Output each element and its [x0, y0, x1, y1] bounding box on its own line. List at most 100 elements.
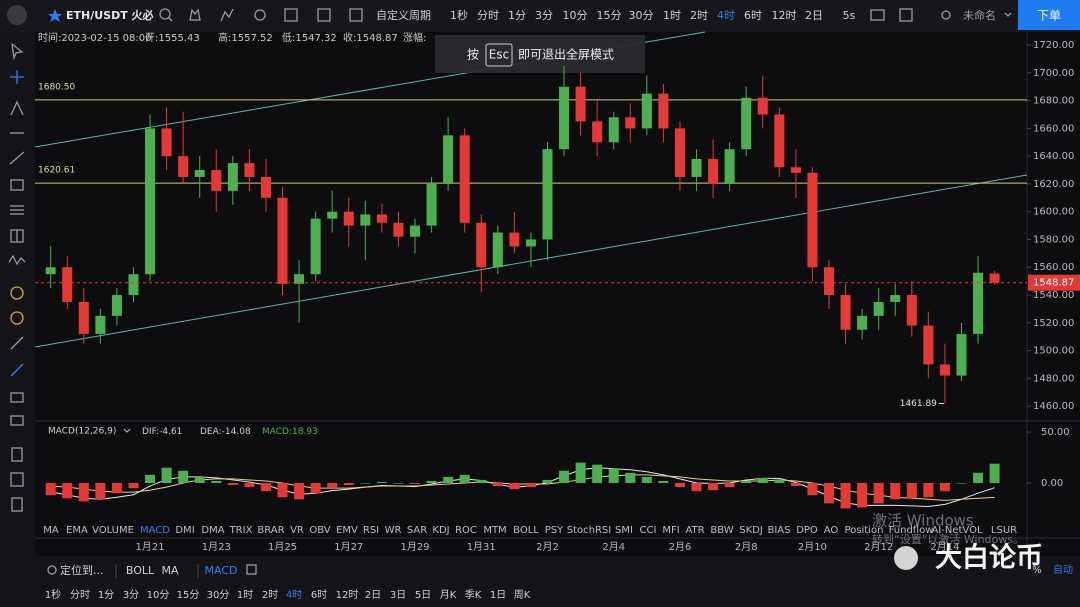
period[interactable]: 15分: [597, 9, 622, 22]
period[interactable]: 12时: [772, 9, 797, 22]
x-tick-label: 2月8: [735, 541, 758, 553]
macd-bar: [857, 482, 868, 508]
period[interactable]: 10分: [563, 9, 588, 22]
macd-bar: [310, 482, 321, 494]
macd-title[interactable]: MACD(12,26,9): [48, 427, 116, 437]
indicator-tab[interactable]: AO: [824, 525, 839, 536]
indicator-tab[interactable]: MACD: [140, 525, 170, 536]
low-annotation: 1461.89: [900, 399, 937, 409]
period[interactable]: 1时: [663, 9, 681, 22]
bottom-option[interactable]: %: [1032, 565, 1042, 576]
indicator-tab[interactable]: LSUR: [991, 525, 1017, 536]
bottom-period[interactable]: 分时: [70, 589, 90, 601]
custom-period[interactable]: 自定义周期: [376, 8, 431, 22]
bottom-period[interactable]: 周K: [514, 589, 531, 601]
indicator-tab[interactable]: Position: [845, 525, 884, 536]
indicator-tab[interactable]: ATR: [685, 525, 704, 536]
candle-body: [857, 315, 868, 330]
indicator-tab[interactable]: CCI: [640, 525, 657, 536]
bottom-period[interactable]: 12时: [336, 589, 359, 601]
period[interactable]: 2时: [690, 9, 708, 22]
y-tick-label: 1540.00: [1033, 290, 1074, 301]
bottom-period[interactable]: 1日: [490, 590, 506, 601]
bottom-period[interactable]: 15分: [177, 589, 200, 601]
period[interactable]: 3分: [535, 9, 553, 22]
bottom-period[interactable]: 1时: [237, 589, 253, 601]
bottom-period[interactable]: 6时: [311, 589, 327, 601]
macd-bar: [840, 482, 851, 509]
bottom-period[interactable]: 10分: [147, 589, 170, 601]
bottom-tab[interactable]: MA: [161, 564, 178, 577]
bottom-period[interactable]: 2日: [365, 590, 381, 601]
indicator-tab[interactable]: BRAR: [257, 525, 284, 536]
indicator-tab[interactable]: RSI: [363, 525, 379, 536]
edit-icon[interactable]: [246, 564, 257, 575]
period[interactable]: 1分: [508, 9, 526, 22]
indicator-tab[interactable]: DPO: [796, 525, 818, 536]
bottom-period[interactable]: 4时: [286, 589, 302, 601]
indicator-tab[interactable]: BIAS: [768, 525, 791, 536]
order-button[interactable]: [1018, 0, 1080, 30]
indicator-tab[interactable]: SMI: [615, 525, 633, 536]
interval[interactable]: 5s: [843, 9, 856, 22]
indicator-tab[interactable]: BBW: [710, 525, 733, 536]
period[interactable]: 分时: [477, 9, 499, 22]
period[interactable]: 30分: [629, 9, 654, 22]
indicator-tab[interactable]: TRIX: [229, 525, 253, 536]
bottom-period[interactable]: 2时: [262, 589, 278, 601]
drawing-tools[interactable]: [8, 43, 26, 512]
indicator-tab[interactable]: VOLUME: [92, 525, 134, 536]
indicator-tab[interactable]: SAR: [407, 525, 427, 536]
symbol[interactable]: ETH/USDT 火必: [66, 8, 154, 22]
bottom-period[interactable]: 季K: [465, 589, 482, 601]
indicator-tab[interactable]: StochRSI: [567, 525, 611, 536]
legend-value: -14.08: [222, 427, 251, 437]
indicator-tab[interactable]: EMA: [66, 525, 88, 536]
order-button-label[interactable]: 下单: [1037, 9, 1061, 23]
macd-bar: [476, 479, 487, 483]
indicator-tab[interactable]: MFI: [662, 525, 679, 536]
bottom-period[interactable]: 1秒: [45, 588, 61, 601]
indicator-tab[interactable]: VR: [290, 525, 304, 536]
indicator-tab[interactable]: AI-NetVOL: [931, 525, 982, 536]
candle-body: [559, 86, 570, 150]
indicator-tab[interactable]: WR: [385, 525, 402, 536]
period[interactable]: 6时: [744, 9, 762, 22]
bottom-period[interactable]: 30分: [207, 589, 230, 601]
locate[interactable]: 定位到...: [60, 563, 104, 577]
bottom-period[interactable]: 5日: [415, 590, 431, 601]
indicator-tab[interactable]: PSY: [545, 525, 564, 536]
bottom-period[interactable]: 月K: [440, 589, 457, 601]
macd-bar: [989, 463, 1000, 483]
bottom-option[interactable]: 自动: [1053, 563, 1073, 576]
indicator-tab[interactable]: MTM: [483, 525, 506, 536]
period[interactable]: 2日: [805, 9, 823, 22]
indicator-tab[interactable]: ROC: [455, 525, 477, 536]
bottom-period[interactable]: 3日: [390, 590, 406, 601]
period[interactable]: 1秒: [450, 8, 468, 22]
macd-bar: [277, 482, 288, 498]
indicator-tab[interactable]: SKDJ: [739, 525, 763, 536]
indicator-tab[interactable]: DMI: [175, 525, 194, 536]
macd-bar: [890, 482, 901, 500]
indicator-tab[interactable]: Fundflow: [889, 525, 934, 536]
info: 涨幅:: [403, 31, 426, 44]
period[interactable]: 4时: [717, 9, 735, 22]
toolbar-icons[interactable]: [159, 8, 1012, 22]
bottom-period[interactable]: 1分: [98, 589, 114, 601]
info: 低:1547.32: [282, 31, 337, 44]
indicator-tab[interactable]: DMA: [201, 525, 224, 536]
indicator-tab[interactable]: BOLL: [513, 525, 539, 536]
wechat-watermark: 大白论币: [935, 542, 1043, 574]
indicator-tab[interactable]: MA: [43, 525, 59, 536]
locate-icon[interactable]: [47, 565, 57, 575]
favorite-star[interactable]: [48, 9, 62, 22]
bottom-period[interactable]: 3分: [123, 589, 139, 601]
account[interactable]: 未命名: [963, 8, 996, 22]
indicator-tab[interactable]: OBV: [309, 525, 330, 536]
indicator-tab[interactable]: KDJ: [432, 525, 449, 536]
bottom-tab[interactable]: MACD: [205, 564, 238, 577]
indicator-tab[interactable]: EMV: [336, 525, 358, 536]
candle-body: [939, 364, 950, 376]
bottom-tab[interactable]: BOLL: [126, 564, 155, 577]
